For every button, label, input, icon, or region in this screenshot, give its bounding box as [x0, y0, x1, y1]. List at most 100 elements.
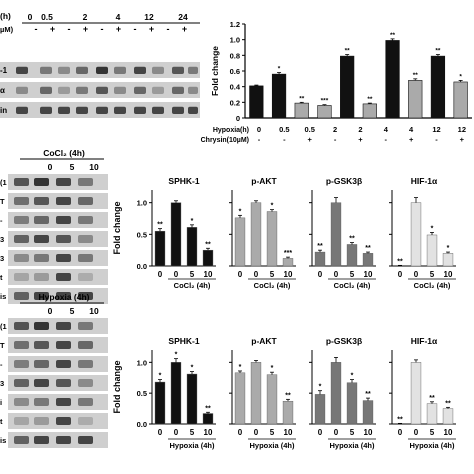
blot-hypoxia-row-label: is — [0, 436, 6, 445]
y-tick-label: 0.4 — [230, 83, 241, 92]
blot-cocl2-row-label: T — [0, 197, 5, 206]
blot-cocl2-band — [78, 216, 93, 224]
blot-top-row2-band — [76, 86, 88, 94]
significance-label: * — [159, 373, 162, 380]
blot-top-row1-band — [96, 66, 108, 74]
significance-label: ** — [445, 400, 451, 407]
blot-cocl2-band — [78, 235, 93, 243]
blot-time-label: 4 — [116, 12, 121, 22]
blot-top-row2-band — [58, 86, 70, 94]
blot-cocl2-row-label: 3 — [0, 254, 4, 263]
x-axis-label: Hypoxia (4h) — [249, 441, 295, 450]
blot-hypoxia-dose-label: 0 — [48, 306, 53, 316]
significance-label: ** — [435, 48, 441, 55]
x-row-value: 0 — [257, 125, 261, 134]
blot-time-label: 2 — [83, 12, 88, 22]
bar — [271, 73, 287, 119]
x-tick-label: 10 — [364, 428, 373, 437]
x-tick-label: 0 — [398, 270, 403, 279]
blot-cocl2-band — [56, 197, 71, 205]
blot-cocl2-band — [78, 273, 93, 281]
x-tick-label: 5 — [270, 270, 275, 279]
x-row-value: + — [308, 135, 313, 144]
blot-cocl2-band — [56, 292, 71, 300]
blot-time-label: 24 — [178, 12, 188, 22]
y-tick-label: 1.0 — [137, 358, 147, 367]
bar — [234, 372, 246, 425]
blot-top-row1-band — [134, 66, 146, 74]
blot-top-row1-band — [58, 66, 70, 74]
x-row-value: 12 — [432, 125, 440, 134]
x-row-value: - — [334, 135, 337, 144]
blot-hypoxia-band — [34, 379, 49, 387]
x-tick-label: 10 — [364, 270, 373, 279]
bar — [385, 40, 400, 119]
blot-hypoxia-band — [56, 379, 71, 387]
blot-cocl2-row-label: - — [0, 216, 3, 225]
bar — [346, 244, 358, 267]
significance-label: ** — [367, 96, 373, 103]
blot-hypoxia-row-label: T — [0, 341, 5, 350]
bar — [430, 55, 446, 119]
blot-top-row3-band — [114, 106, 126, 114]
blot-dose-prefix: µM) — [0, 25, 14, 34]
x-axis-label: CoCl₂ (4h) — [334, 281, 371, 290]
bar — [282, 400, 294, 425]
blot-cocl2-row-label: 3 — [0, 235, 4, 244]
blot-cocl2-band — [34, 254, 49, 262]
y-tick-label: 0.5 — [137, 389, 147, 398]
blot-treatment-sign: - — [68, 24, 71, 34]
blot-time-label: 0 — [28, 12, 33, 22]
y-tick-label: 1.2 — [230, 20, 240, 29]
blot-top-row3-band — [134, 106, 146, 114]
significance-label: * — [191, 218, 194, 225]
bar — [314, 394, 326, 425]
y-axis-label: Fold change — [210, 46, 220, 96]
x-tick-label: 5 — [430, 270, 435, 279]
x-tick-label: 0 — [174, 428, 179, 437]
blot-top-row1-band — [16, 66, 28, 74]
x-tick-label: 0 — [318, 270, 323, 279]
significance-label: * — [239, 364, 242, 371]
blot-treatment-sign: + — [83, 24, 88, 34]
x-tick-label: 0 — [398, 428, 403, 437]
blot-top-row1-band — [172, 66, 184, 74]
blot-cocl2-band — [56, 216, 71, 224]
blot-cocl2-band — [34, 292, 49, 300]
blot-time-label: 12 — [144, 12, 154, 22]
x-tick-label: 5 — [430, 428, 435, 437]
blot-hypoxia-band — [56, 436, 71, 444]
blot-hypoxia-band — [78, 341, 93, 349]
x-tick-label: 10 — [444, 428, 453, 437]
x-axis-label: CoCl₂ (4h) — [174, 281, 211, 290]
blot-cocl2-dose-label: 5 — [70, 162, 75, 172]
blot-top-row2-band — [16, 86, 28, 94]
blot-hypoxia-dose-label: 10 — [89, 306, 99, 316]
x-tick-label: 0 — [334, 270, 339, 279]
blot-hypoxia-row-label: t — [0, 417, 3, 426]
bar — [410, 362, 422, 425]
blot-cocl2-band — [34, 216, 49, 224]
blot-top-row2-band — [172, 86, 184, 94]
blot-treatment-sign: - — [167, 24, 170, 34]
blot-top-row3-band — [58, 106, 70, 114]
significance-label: ** — [413, 72, 419, 79]
blot-cocl2-band — [78, 254, 93, 262]
blot-hypoxia-band — [34, 417, 49, 425]
x-tick-label: 5 — [270, 428, 275, 437]
bar — [282, 258, 294, 267]
significance-label: ** — [157, 222, 163, 229]
blot-cocl2-band — [14, 254, 29, 262]
blot-cocl2-dose-label: 10 — [89, 162, 99, 172]
y-tick-label: 0.5 — [137, 230, 147, 239]
bar — [266, 374, 278, 425]
blot-cocl2-band — [14, 178, 29, 186]
blot-cocl2-band — [78, 197, 93, 205]
x-tick-label: 0 — [254, 270, 259, 279]
x-tick-label: 10 — [204, 270, 213, 279]
panel-title: SPHK-1 — [168, 336, 199, 346]
blot-cocl2-row-label: is — [0, 292, 6, 301]
blot-treatment-sign: - — [134, 24, 137, 34]
x-row-value: 0.5 — [304, 125, 314, 134]
